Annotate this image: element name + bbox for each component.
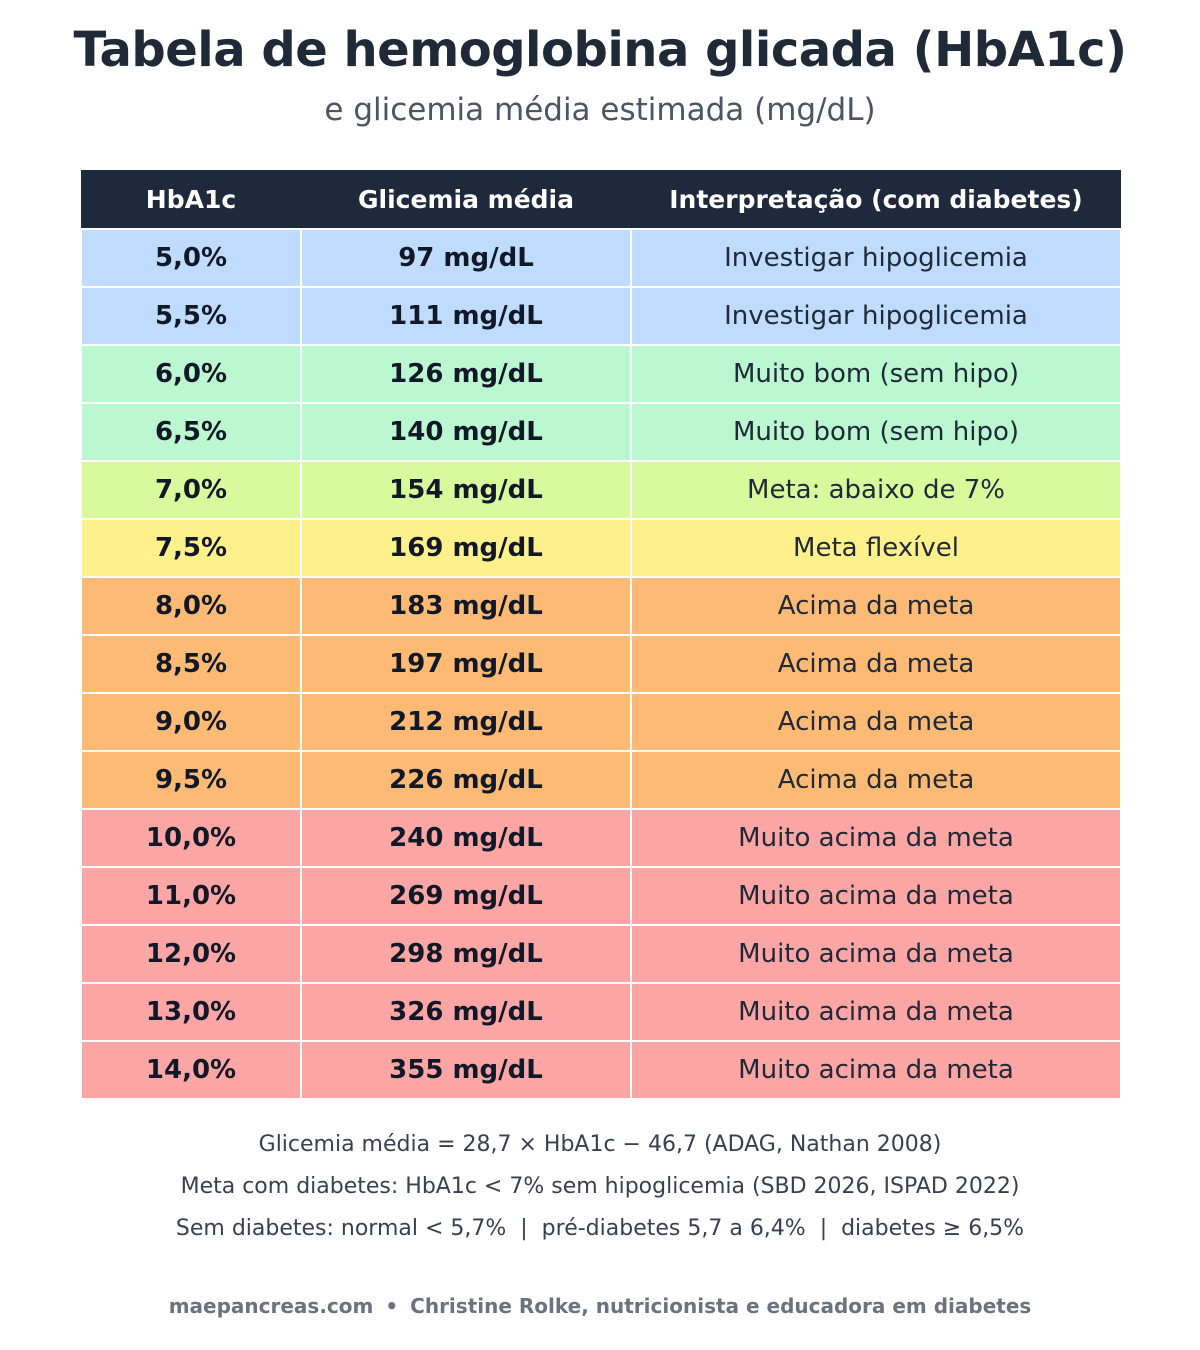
footer-author: Christine Rolke, nutricionista e educado… (410, 1294, 1032, 1318)
note-formula: Glicemia média = 28,7 × HbA1c − 46,7 (AD… (258, 1132, 942, 1157)
header-interpretacao: Interpretação (com diabetes) (631, 170, 1121, 229)
cell-interpretacao: Muito acima da meta (630, 1040, 1122, 1100)
cell-interpretacao: Acima da meta (630, 750, 1122, 810)
table-row: 7,0% 154 mg/dL Meta: abaixo de 7% (80, 460, 1122, 520)
cell-glicemia: 154 mg/dL (300, 460, 632, 520)
cell-glicemia: 140 mg/dL (300, 402, 632, 462)
cell-glicemia: 126 mg/dL (300, 344, 632, 404)
cell-glicemia: 111 mg/dL (300, 286, 632, 346)
cell-interpretacao: Acima da meta (630, 576, 1122, 636)
cell-glicemia: 197 mg/dL (300, 634, 632, 694)
cell-glicemia: 169 mg/dL (300, 518, 632, 578)
table-row: 6,0% 126 mg/dL Muito bom (sem hipo) (80, 344, 1122, 404)
cell-interpretacao: Muito acima da meta (630, 808, 1122, 868)
hba1c-table: HbA1c Glicemia média Interpretação (com … (80, 170, 1122, 1100)
cell-interpretacao: Investigar hipoglicemia (630, 228, 1122, 288)
cell-interpretacao: Investigar hipoglicemia (630, 286, 1122, 346)
cell-interpretacao: Muito acima da meta (630, 924, 1122, 984)
cell-hba1c: 6,5% (80, 402, 302, 462)
table-row: 8,5% 197 mg/dL Acima da meta (80, 634, 1122, 694)
cell-hba1c: 9,5% (80, 750, 302, 810)
footer: maepancreas.com • Christine Rolke, nutrici… (0, 1294, 1200, 1318)
table-row: 7,5% 169 mg/dL Meta flexível (80, 518, 1122, 578)
footer-site: maepancreas.com (168, 1294, 374, 1318)
cell-hba1c: 7,0% (80, 460, 302, 520)
cell-glicemia: 269 mg/dL (300, 866, 632, 926)
table-row: 5,5% 111 mg/dL Investigar hipoglicemia (80, 286, 1122, 346)
cell-interpretacao: Acima da meta (630, 634, 1122, 694)
cell-hba1c: 9,0% (80, 692, 302, 752)
cell-hba1c: 5,0% (80, 228, 302, 288)
table-row: 9,5% 226 mg/dL Acima da meta (80, 750, 1122, 810)
header-hba1c: HbA1c (81, 170, 301, 229)
cell-hba1c: 14,0% (80, 1040, 302, 1100)
cell-interpretacao: Muito bom (sem hipo) (630, 402, 1122, 462)
table-row: 10,0% 240 mg/dL Muito acima da meta (80, 808, 1122, 868)
table-row: 6,5% 140 mg/dL Muito bom (sem hipo) (80, 402, 1122, 462)
table-row: 12,0% 298 mg/dL Muito acima da meta (80, 924, 1122, 984)
cell-interpretacao: Meta: abaixo de 7% (630, 460, 1122, 520)
notes: Glicemia média = 28,7 × HbA1c − 46,7 (AD… (0, 1124, 1200, 1250)
cell-hba1c: 7,5% (80, 518, 302, 578)
page-title: Tabela de hemoglobina glicada (HbA1c) (73, 22, 1127, 78)
note-sem-diabetes: Sem diabetes: normal < 5,7% | pré-diabet… (175, 1216, 1025, 1241)
cell-interpretacao: Acima da meta (630, 692, 1122, 752)
cell-glicemia: 183 mg/dL (300, 576, 632, 636)
table-row: 14,0% 355 mg/dL Muito acima da meta (80, 1040, 1122, 1100)
table-row: 8,0% 183 mg/dL Acima da meta (80, 576, 1122, 636)
cell-glicemia: 326 mg/dL (300, 982, 632, 1042)
cell-interpretacao: Muito acima da meta (630, 982, 1122, 1042)
cell-interpretacao: Meta flexível (630, 518, 1122, 578)
cell-interpretacao: Muito bom (sem hipo) (630, 344, 1122, 404)
cell-glicemia: 298 mg/dL (300, 924, 632, 984)
cell-hba1c: 8,5% (80, 634, 302, 694)
cell-hba1c: 13,0% (80, 982, 302, 1042)
cell-interpretacao: Muito acima da meta (630, 866, 1122, 926)
table-body: 5,0% 97 mg/dL Investigar hipoglicemia 5,5% 1… (80, 228, 1122, 1100)
cell-hba1c: 11,0% (80, 866, 302, 926)
page-subtitle: e glicemia média estimada (mg/dL) (324, 92, 876, 128)
header-glicemia: Glicemia média (301, 170, 631, 229)
note-meta: Meta com diabetes: HbA1c < 7% sem hipogl… (180, 1174, 1020, 1199)
cell-hba1c: 12,0% (80, 924, 302, 984)
cell-hba1c: 10,0% (80, 808, 302, 868)
cell-hba1c: 8,0% (80, 576, 302, 636)
cell-glicemia: 212 mg/dL (300, 692, 632, 752)
cell-hba1c: 6,0% (80, 344, 302, 404)
cell-glicemia: 226 mg/dL (300, 750, 632, 810)
table-header-row: HbA1c Glicemia média Interpretação (com … (81, 170, 1121, 229)
table-row: 9,0% 212 mg/dL Acima da meta (80, 692, 1122, 752)
table-row: 13,0% 326 mg/dL Muito acima da meta (80, 982, 1122, 1042)
cell-glicemia: 97 mg/dL (300, 228, 632, 288)
cell-hba1c: 5,5% (80, 286, 302, 346)
cell-glicemia: 240 mg/dL (300, 808, 632, 868)
table-row: 5,0% 97 mg/dL Investigar hipoglicemia (80, 228, 1122, 288)
cell-glicemia: 355 mg/dL (300, 1040, 632, 1100)
footer-separator: • (385, 1294, 399, 1318)
table-header: HbA1c Glicemia média Interpretação (com … (81, 170, 1121, 229)
table-row: 11,0% 269 mg/dL Muito acima da meta (80, 866, 1122, 926)
